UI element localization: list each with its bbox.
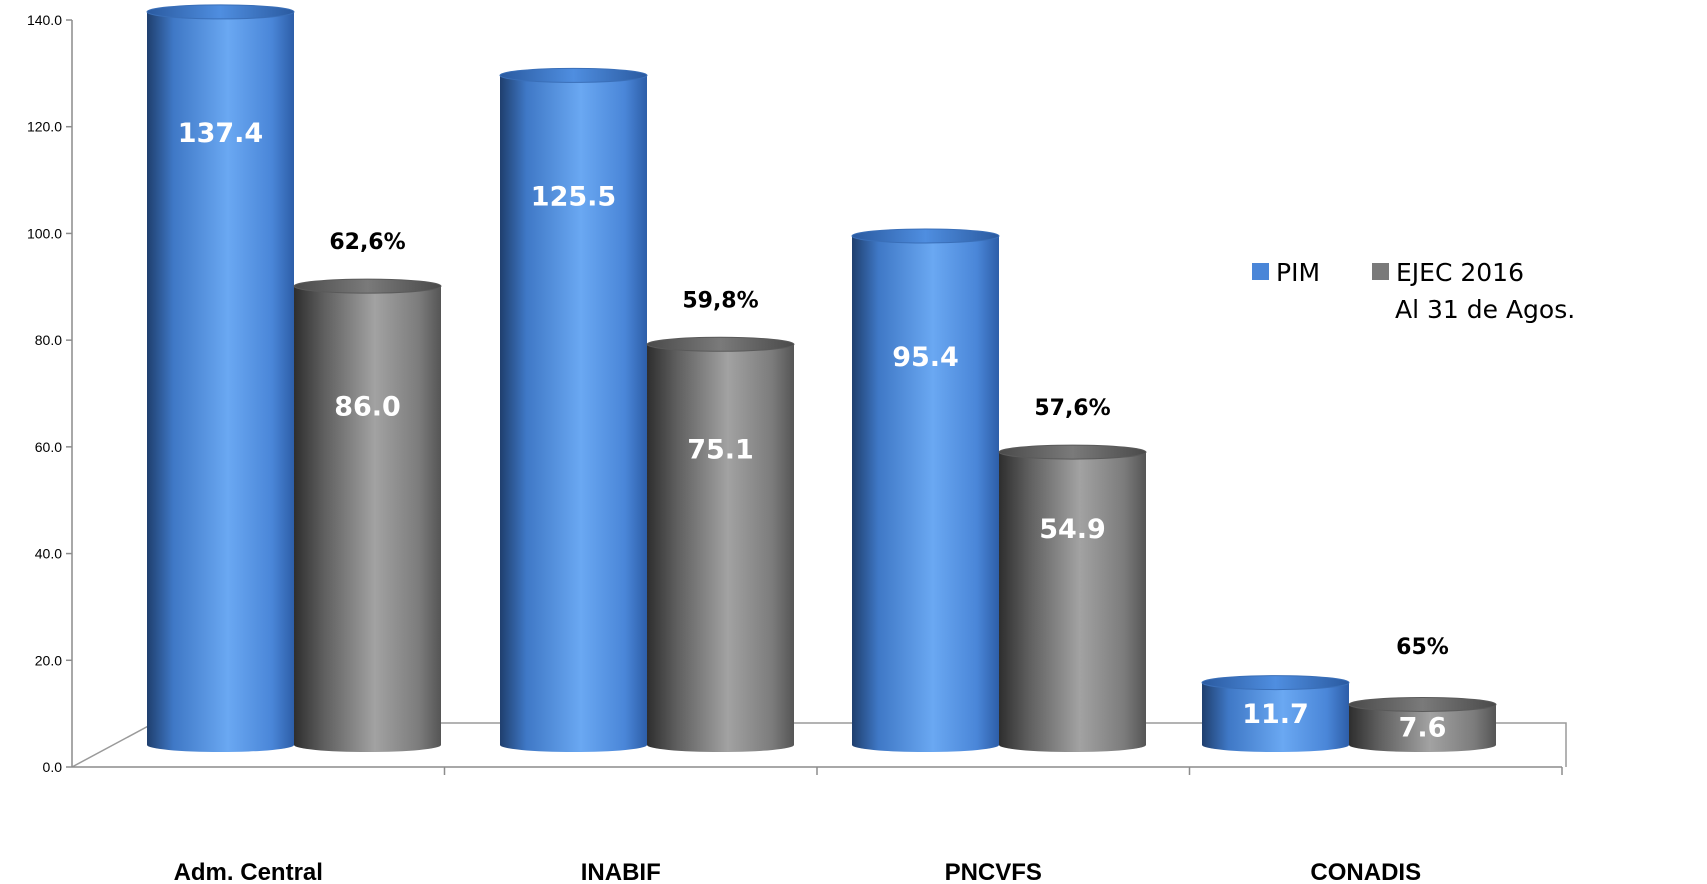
bar-top	[851, 228, 1000, 244]
bar-body	[647, 344, 794, 752]
y-tick-label: 60.0	[35, 439, 62, 455]
bar-body	[1349, 704, 1496, 752]
bar-top	[499, 67, 648, 83]
bar-body	[294, 286, 441, 752]
labels: 137.4 86.0 62,6% 125.5 75.1 59,8% 95.4 54.9 57,6…	[178, 118, 1449, 744]
percentage-label: 65%	[1396, 635, 1449, 660]
bar	[1201, 675, 1350, 752]
bar-body	[852, 235, 999, 753]
bar-body	[147, 11, 294, 752]
bar-value-label: 86.0	[334, 391, 401, 422]
bar-top	[1348, 696, 1497, 712]
legend-swatch	[1252, 263, 1269, 280]
y-tick-label: 20.0	[35, 652, 62, 668]
bar	[998, 444, 1147, 752]
bar-top	[293, 278, 442, 294]
bar	[1348, 696, 1497, 752]
x-category-label: CONADIS	[1310, 859, 1421, 884]
x-category-label: INABIF	[581, 859, 661, 884]
bar-value-label: 54.9	[1039, 514, 1106, 545]
y-tick-label: 140.0	[27, 12, 62, 28]
bar	[293, 278, 442, 752]
y-tick-label: 120.0	[27, 119, 62, 135]
bar-top	[998, 444, 1147, 460]
bar	[499, 67, 648, 752]
y-tick-label: 100.0	[27, 225, 62, 241]
bar-value-label: 95.4	[892, 342, 959, 373]
x-category-label: PNCVFS	[945, 859, 1042, 884]
percentage-label: 57,6%	[1034, 396, 1110, 421]
y-tick-label: 80.0	[35, 332, 62, 348]
legend: PIM EJEC 2016 Al 31 de Agos.	[1252, 258, 1575, 324]
bar-body	[1202, 682, 1349, 752]
percentage-label: 59,8%	[682, 288, 758, 313]
legend-label: PIM	[1276, 258, 1320, 287]
bar-top	[146, 4, 295, 20]
bars	[146, 4, 1497, 753]
bar	[851, 228, 1000, 753]
bar-value-label: 75.1	[687, 434, 754, 465]
axes: 0.0 20.0 40.0 60.0 80.0 100.0 120.0 140.0 Adm. C…	[27, 12, 1567, 884]
bar-value-label: 125.5	[531, 181, 616, 212]
bar-top	[1201, 675, 1350, 691]
bar	[146, 4, 295, 752]
y-tick-label: 40.0	[35, 546, 62, 562]
legend-label: EJEC 2016	[1396, 258, 1524, 287]
legend-item: EJEC 2016	[1372, 258, 1524, 287]
bar-top	[646, 336, 795, 352]
bar	[646, 336, 795, 752]
bar-body	[500, 75, 647, 752]
bar-value-label: 11.7	[1242, 699, 1309, 730]
bar-body	[999, 452, 1146, 752]
bar-value-label: 7.6	[1399, 713, 1447, 744]
y-tick-label: 0.0	[43, 759, 63, 775]
legend-item: PIM	[1252, 258, 1320, 287]
x-category-label: Adm. Central	[174, 859, 323, 884]
legend-note: Al 31 de Agos.	[1395, 295, 1575, 324]
bar-value-label: 137.4	[178, 118, 263, 149]
percentage-label: 62,6%	[329, 230, 405, 255]
legend-swatch	[1372, 263, 1389, 280]
